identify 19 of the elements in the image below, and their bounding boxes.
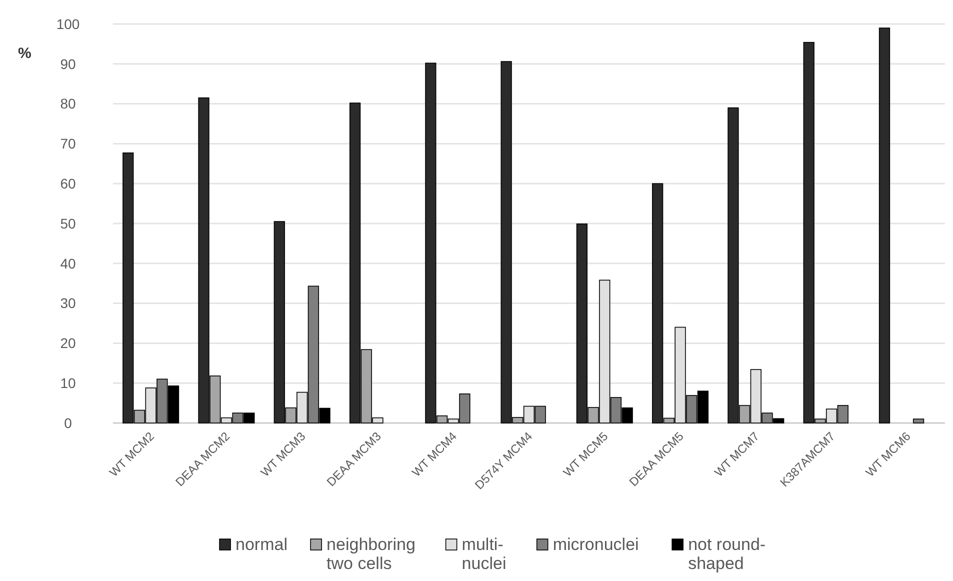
y-tick-label: 0	[64, 414, 72, 431]
y-tick-label: 90	[60, 56, 76, 72]
y-tick-label: 60	[60, 176, 76, 192]
legend-label: normal	[236, 535, 288, 554]
y-tick-label: 80	[60, 96, 76, 112]
y-tick-label: 70	[60, 136, 76, 152]
y-tick-label: 20	[60, 335, 76, 352]
legend-label: multi-nuclei	[462, 535, 506, 573]
y-tick-label: 40	[60, 255, 76, 272]
bar	[912, 418, 924, 424]
y-tick-label: 30	[60, 295, 76, 312]
y-axis-title: %	[18, 45, 32, 62]
y-tick-label: 100	[56, 16, 80, 32]
y-tick-label: 10	[60, 375, 76, 391]
y-tick-label: 50	[60, 215, 76, 232]
legend-label: micronuclei	[552, 535, 639, 554]
legend-label: neighboring two cells	[326, 535, 416, 573]
bar	[878, 28, 890, 424]
legend-label: not round-shaped	[688, 535, 766, 573]
